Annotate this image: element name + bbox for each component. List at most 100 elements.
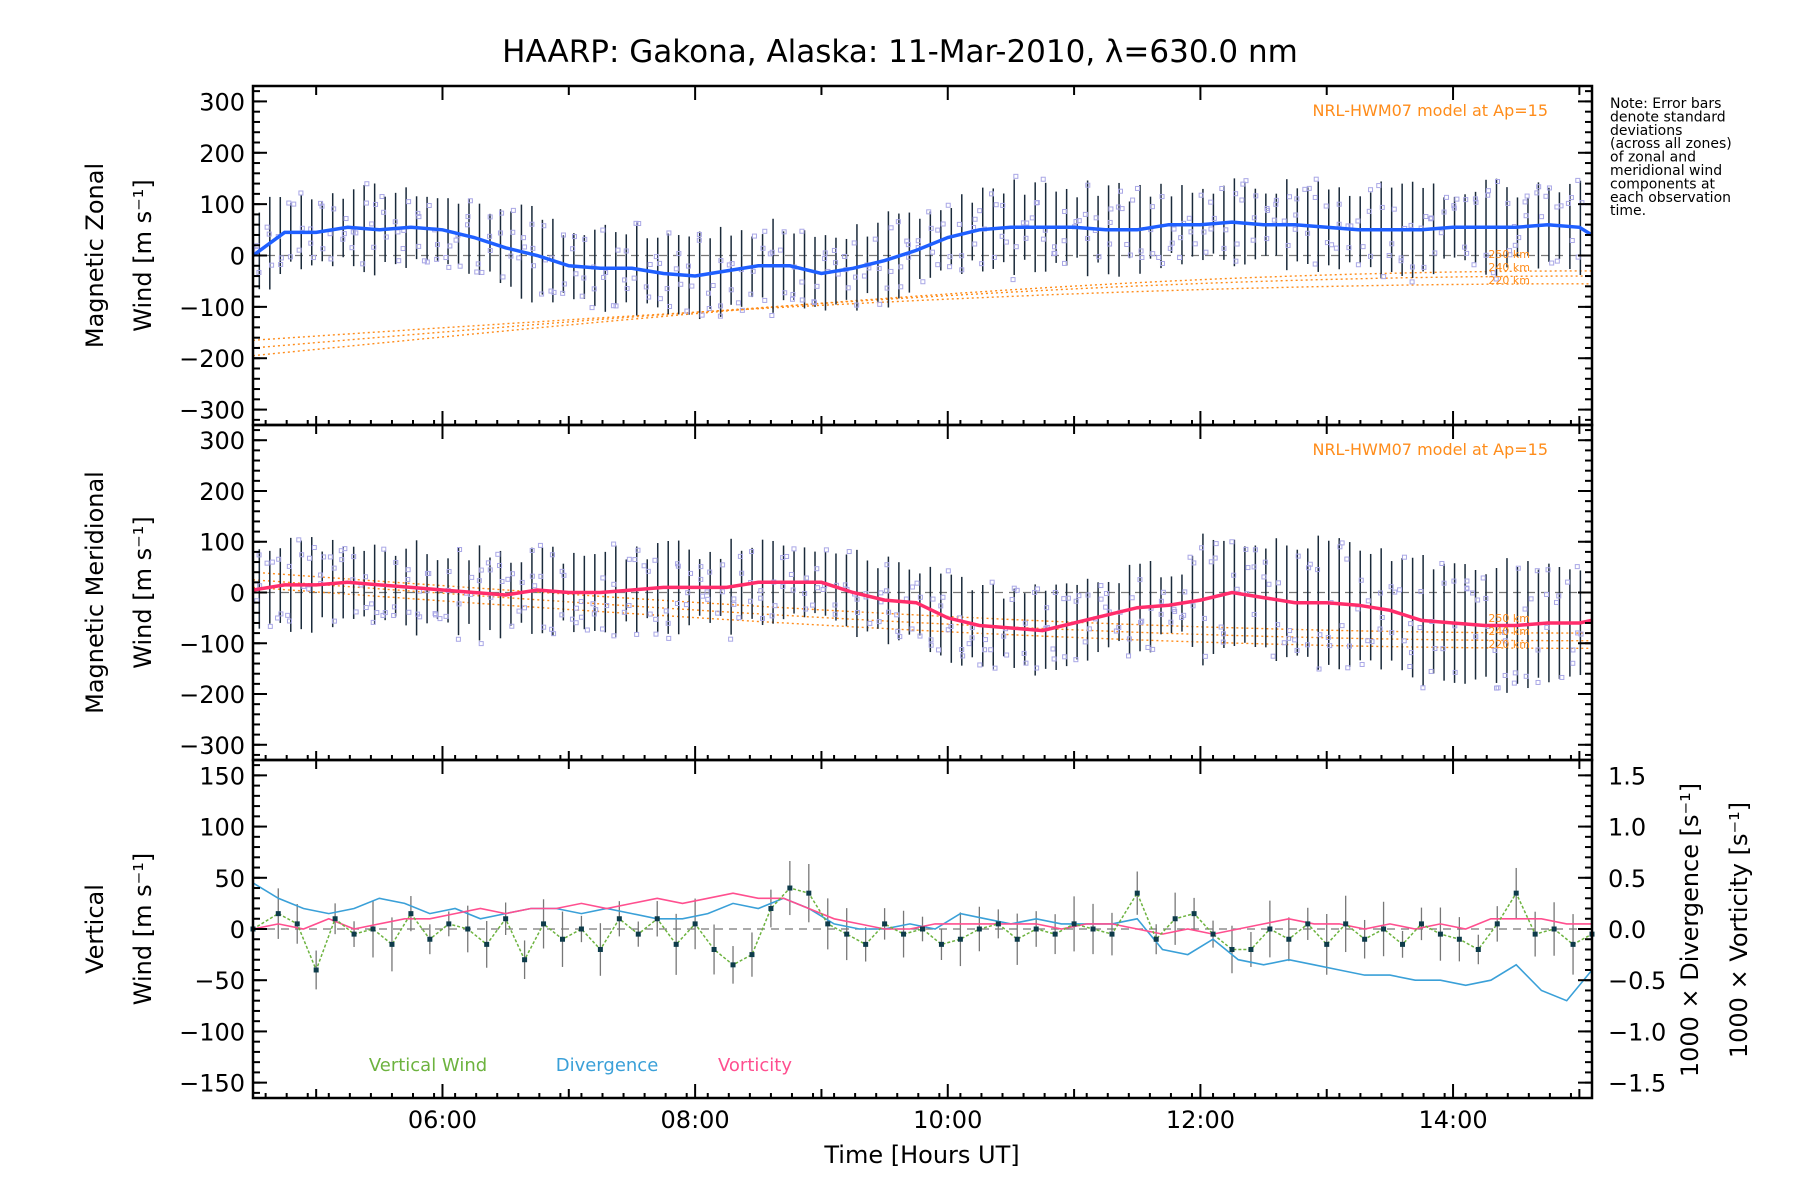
meridional-scatter-point [485,560,491,566]
zonal-scatter-point [349,245,355,251]
zonal-scatter-point [1546,185,1552,191]
meridional-scatter-point [928,637,934,643]
meridional-scatter-point [426,571,432,577]
zonal-scatter-point [364,181,370,187]
meridional-scatter-point [374,610,380,616]
zonal-scatter-point [1386,252,1392,258]
zonal-scatter-point [1198,192,1204,198]
meridional-scatter-point [663,608,669,614]
zonal-scatter-point [1443,194,1449,200]
zonal-scatter-point [573,271,579,277]
vertical-y-tick-label: 0 [230,916,245,944]
meridional-scatter-point [647,611,653,617]
zonal-scatter-point [1485,192,1491,198]
legend-item-2: Divergence [556,1055,659,1076]
meridional-scatter-point [1407,663,1413,669]
zonal-scatter-point [308,240,314,246]
note-line: (across all zones) [1610,136,1732,152]
meridional-scatter-point [590,601,596,607]
meridional-scatter-point [1052,590,1058,596]
zonal-scatter-point [696,237,702,243]
meridional-scatter-point [1113,628,1119,634]
meridional-scatter-point [256,552,262,558]
meridional-scatter-point [499,578,505,584]
zonal-scatter-point [560,290,566,296]
meridional-scatter-point [1417,625,1423,631]
meridional-scatter-point [593,607,599,613]
note-line: meridional wind [1610,163,1722,179]
meridional-scatter-point [705,596,711,602]
y2-tick-label: 1.5 [1608,762,1646,790]
meridional-scatter-point [803,606,809,612]
zonal-scatter-point [1149,204,1155,210]
zonal-scatter-point [1264,205,1270,211]
meridional-scatter-point [739,570,745,576]
legend-item-1: Vertical Wind [369,1055,487,1076]
zonal-scatter-point [1156,254,1162,260]
meridional-scatter-point [788,571,794,577]
zonal-scatter-point [1423,214,1429,220]
meridional-scatter-point [1544,624,1550,630]
meridional-scatter-point [982,647,988,653]
meridional-scatter-point [1168,619,1174,625]
zonal-scatter-point [926,209,932,215]
zonal-scatter-point [327,231,333,237]
meridional-scatter-point [688,570,694,576]
meridional-scatter-point [457,547,463,553]
vertical-wind-point [635,931,641,937]
note-line: of zonal and [1610,150,1696,166]
zonal-scatter-point [1208,226,1214,232]
zonal-scatter-point [379,194,385,200]
zonal-scatter-point [341,231,347,237]
zonal-scatter-point [424,259,430,265]
meridional-scatter-point [1451,578,1457,584]
meridional-scatter-point [1150,646,1156,652]
vertical-y-tick-label: 50 [214,865,245,893]
meridional-scatter-point [802,590,808,596]
meridional-scatter-point [823,547,829,553]
zonal-scatter-point [1013,173,1019,179]
zonal-scatter-point [360,261,366,267]
meridional-scatter-point [391,613,397,619]
meridional-scatter-point [1441,580,1447,586]
zonal-scatter-point [1040,176,1046,182]
y2-tick-label: 1.0 [1608,814,1646,842]
meridional-scatter-point [1051,656,1057,662]
zonal-scatter-point [373,201,379,207]
meridional-scatter-point [814,566,820,572]
meridional-scatter-point [1061,596,1067,602]
zonal-scatter-point [1336,201,1342,207]
zonal-scatter-point [1085,235,1091,241]
meridional-scatter-point [1408,621,1414,627]
zonal-scatter-point [940,221,946,227]
zonal-scatter-point [1333,245,1339,251]
zonal-scatter-point [726,262,732,268]
zonal-scatter-point [799,228,805,234]
meridional-scatter-point [1452,669,1458,675]
meridional-scatter-point [1570,660,1576,666]
meridional-scatter-point [1181,612,1187,618]
zonal-scatter-point [1312,194,1318,200]
zonal-scatter-point [1243,178,1249,184]
zonal-scatter-point [416,214,422,220]
vertical-wind-point [1172,916,1178,922]
zonal-scatter-point [1421,264,1427,270]
zonal-scatter-point [1139,254,1145,260]
chart-title: HAARP: Gakona, Alaska: 11-Mar-2010, λ=63… [502,34,1298,70]
zonal-scatter-point [269,262,275,268]
meridional-scatter-point [569,616,575,622]
zonal-scatter-point [710,283,716,289]
meridional-scatter-point [1126,653,1132,659]
zonal-scatter-point [1203,249,1209,255]
meridional-scatter-point [509,623,515,629]
meridional-scatter-point [897,634,903,640]
zonal-scatter-point [929,249,935,255]
meridional-scatter-point [296,537,302,543]
meridional-scatter-point [1502,672,1508,678]
meridional-scatter-point [391,604,397,610]
zonal-scatter-point [1253,193,1259,199]
meridional-model-curve [252,586,1592,649]
meridional-scatter-point [1344,556,1350,562]
zonal-scatter-point [278,261,284,267]
zonal-scatter-point [291,201,297,207]
